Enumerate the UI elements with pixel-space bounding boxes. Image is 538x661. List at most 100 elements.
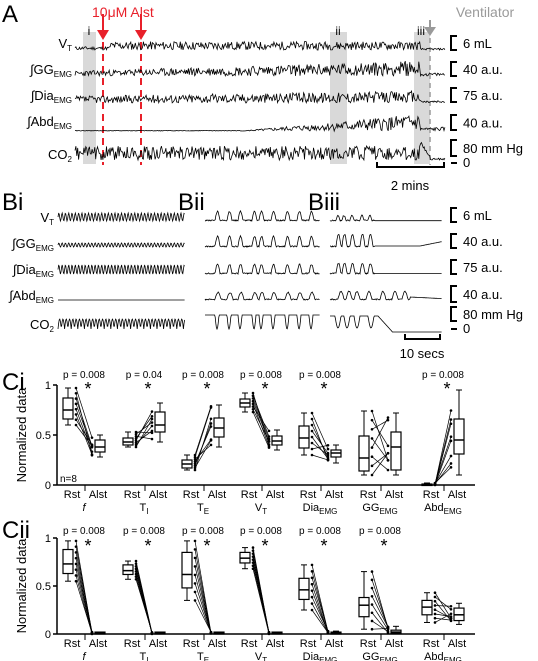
- scale-B-2-bar: [450, 259, 457, 275]
- chart-cii-cat-alst-4: Alst: [325, 638, 343, 650]
- chart-cii-ytick-label-0: 0: [45, 629, 51, 641]
- trace-Bi-gg: [57, 242, 185, 248]
- chart-ci-group-name-4: Dia: [303, 502, 320, 514]
- chart-cii-ytick-label-2: 1: [45, 533, 51, 545]
- chart-ci-star-1: *: [144, 379, 151, 399]
- chart-ci-box-rst-4: [298, 425, 310, 449]
- chart-ci-point-alst-3-2: [267, 429, 271, 433]
- chart-ci-point-rst-4-3: [310, 435, 314, 439]
- panel-label-Biii: Biii: [308, 189, 340, 216]
- chart-ci-point-alst-5-7: [386, 459, 390, 462]
- scale-A-2-label: 75 a.u.: [463, 88, 503, 103]
- chart-cii-point-alst-6-5: [449, 619, 453, 623]
- chart-cii-group-name-6: Abd: [424, 651, 444, 661]
- chart-cii-point-rst-0-1: [74, 574, 78, 577]
- chart-ci-group-label-3: VT: [255, 502, 267, 516]
- chart-ci-box-alst-6: [453, 418, 465, 455]
- chart-cii-group-name-2: T: [197, 651, 204, 661]
- trace-label-A-1-main: ∫GG: [29, 62, 54, 77]
- chart-ci-point-alst-4-4: [326, 451, 330, 455]
- chart-ci-cat-alst-6: Alst: [448, 489, 466, 501]
- chart-ci-pair-line-6-3: [434, 419, 452, 485]
- chart-ci-ytick-label-2: 1: [45, 380, 51, 392]
- chart-ci-group-sub-6: EMG: [444, 507, 462, 516]
- chart-ci-point-rst-4-5: [310, 423, 314, 427]
- scale-B-4-bar: [450, 306, 457, 322]
- chart-ci-point-alst-0-7: [90, 436, 94, 439]
- chart-ci-point-rst-1-4: [134, 437, 138, 440]
- trace-label-A-0: VT: [58, 36, 72, 53]
- chart-cii-point-alst-1-7: [150, 631, 154, 634]
- panel-B-traces: [57, 209, 442, 333]
- chart-cii-point-rst-6-7: [433, 591, 437, 595]
- chart-ci-pair-line-1-4: [135, 416, 153, 439]
- chart-ci-pair-line-0-6: [75, 393, 93, 456]
- trace-label-A-4-sub: 2: [68, 155, 73, 164]
- chart-ci-point-alst-3-5: [267, 437, 271, 441]
- scale-A-co2-zero: 0: [463, 155, 470, 170]
- chart-cii-point-alst-4-7: [326, 630, 330, 634]
- chart-ci-pair-line-4-7: [311, 412, 329, 450]
- chart-ci-group-name-0: f: [82, 502, 86, 514]
- chart-ci-point-rst-2-3: [193, 462, 197, 465]
- chart-ci-group-label-2: TE: [197, 502, 209, 516]
- chart-ci-point-alst-6-6: [449, 435, 453, 439]
- chart-cii-point-rst-6-6: [433, 595, 437, 599]
- chart-ci-group-sub-3: T: [262, 507, 267, 516]
- chart-ci-point-alst-1-3: [150, 410, 154, 413]
- scale-A-0-label: 6 mL: [463, 36, 492, 51]
- chart-cii-star-3: *: [261, 536, 268, 556]
- chart-ci-pair-line-1-0: [135, 418, 153, 448]
- trace-label-A-3: ∫AbdEMG: [26, 114, 72, 131]
- trace-label-A-4: CO2: [48, 147, 73, 164]
- scale-B-4-label: 80 mm Hg: [463, 307, 523, 322]
- chart-ci-point-alst-1-7: [150, 431, 154, 435]
- chart-cii-point-rst-2-6: [193, 548, 197, 551]
- scale-B-3-label: 40 a.u.: [463, 287, 503, 302]
- trace-label-B-2-main: ∫Dia: [12, 262, 37, 277]
- chart-ci-point-rst-2-5: [193, 457, 197, 461]
- drug-arrows: [97, 14, 147, 165]
- ventilator-label: Ventilator: [456, 4, 515, 20]
- epoch-label-1: i: [88, 24, 91, 38]
- chart-ci-point-alst-4-1: [326, 443, 330, 447]
- chart-cii-point-alst-6-7: [449, 616, 453, 620]
- chart-cii-pair-line-6-2: [434, 613, 452, 617]
- chart-ci-point-alst-5-5: [386, 418, 390, 422]
- time-scale-label-B: 10 secs: [400, 346, 445, 361]
- chart-ci-pair-line-4-6: [311, 418, 329, 461]
- chart-ci-box-rst-0: [62, 397, 74, 420]
- time-scale-bar-B: [404, 334, 441, 340]
- epoch-shade-1: [83, 32, 96, 164]
- chart-ci-pair-line-5-7: [371, 410, 389, 461]
- trace-A-abd: [74, 115, 446, 133]
- chart-cii-pair-line-3-7: [252, 547, 270, 634]
- chart-cii-pvalue-5: p = 0.008: [359, 526, 401, 537]
- chart-ci-point-rst-4-6: [310, 417, 314, 421]
- chart-ci-group-label-5: GGEMG: [362, 502, 397, 516]
- chart-cii-pair-line-4-1: [311, 603, 329, 633]
- chart-ci-pair-line-6-5: [434, 455, 452, 484]
- chart-ci-star-4: *: [320, 379, 327, 399]
- chart-cii-point-rst-4-6: [310, 570, 314, 573]
- chart-ci-group-label-1: TI: [140, 502, 149, 516]
- chart-ci-star-3: *: [261, 379, 268, 399]
- chart-cii-point-rst-6-0: [433, 621, 437, 624]
- scale-A-4-label: 80 mm Hg: [463, 141, 523, 156]
- epoch-shade-3: [414, 32, 430, 164]
- chart-ci-pair-line-1-3: [135, 411, 153, 441]
- chart-cii-group-sub-6: EMG: [444, 656, 462, 661]
- trace-Bii-abd: [204, 291, 320, 301]
- chart-cii-pvalue-2: p = 0.008: [182, 526, 224, 537]
- chart-cii-point-rst-0-7: [74, 539, 78, 543]
- chart-cii-pvalue-3: p = 0.008: [240, 526, 282, 537]
- chart-cii-pair-line-3-0: [252, 568, 270, 634]
- chart-ci-point-alst-6-2: [449, 409, 453, 412]
- chart-ci-point-rst-5-5: [370, 427, 374, 431]
- chart-ci-pair-line-5-1: [371, 453, 389, 467]
- trace-Biii-abd: [329, 290, 442, 301]
- chart-cii-point-rst-5-1: [370, 619, 374, 623]
- trace-Bii-dia: [204, 263, 320, 276]
